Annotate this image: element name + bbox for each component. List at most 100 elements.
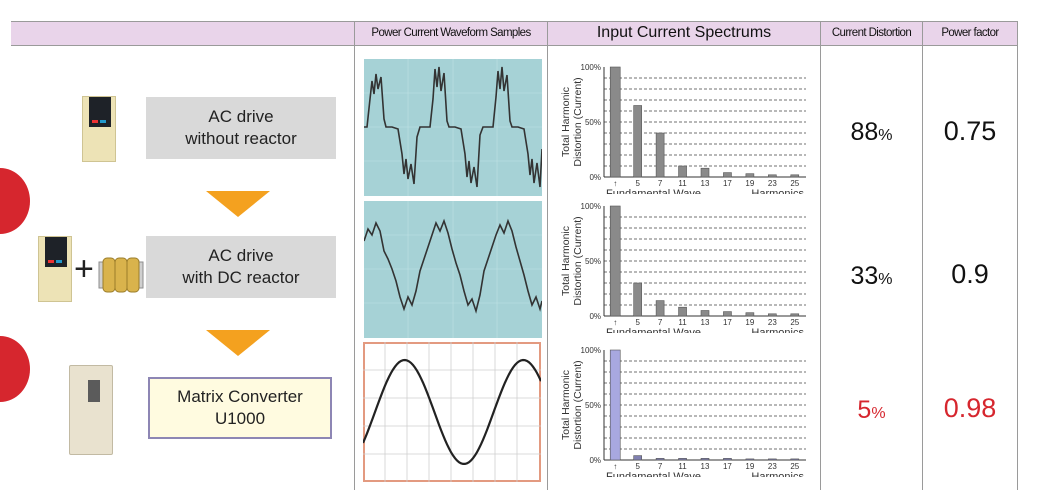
bar <box>700 167 710 178</box>
x-tick-label: 17 <box>723 462 732 471</box>
waveform-matrix-converter <box>363 342 541 482</box>
y-tick-label: 100% <box>581 346 601 355</box>
x-tick-label: ↑ <box>613 179 617 188</box>
x-tick-label: 17 <box>723 318 732 327</box>
red-side-tab <box>0 168 30 234</box>
bar <box>678 458 687 461</box>
y-axis-label: Total Harmonic <box>560 370 572 440</box>
x-tick-label: 19 <box>745 179 754 188</box>
config-line2: U1000 <box>214 409 266 428</box>
x-tick-label: 7 <box>658 179 663 188</box>
y-tick-label: 100% <box>581 202 601 211</box>
x-axis-label-harmonics: Harmonics <box>751 471 804 477</box>
x-tick-label: ↑ <box>613 462 617 471</box>
distortion-unit: % <box>871 405 886 422</box>
current-distortion-value: 5% <box>821 396 922 425</box>
x-tick-label: 7 <box>658 318 663 327</box>
x-axis-label-harmonics: Harmonics <box>751 188 804 194</box>
y-tick-label: 50% <box>585 401 601 410</box>
x-axis-label-fundamental: Fundamental Wave <box>606 188 701 194</box>
column-divider <box>1017 21 1018 490</box>
bar <box>700 458 710 461</box>
y-tick-label: 100% <box>581 63 601 72</box>
matrix-converter-icon <box>69 365 113 455</box>
bar <box>700 310 710 317</box>
x-axis-label-harmonics: Harmonics <box>751 327 804 333</box>
config-box-matrix-converter: Matrix Converter U1000 <box>148 377 332 439</box>
dc-reactor-icon <box>98 257 144 293</box>
bar <box>790 174 800 178</box>
config-line2: without reactor <box>185 129 297 148</box>
bar <box>745 458 755 461</box>
x-tick-label: 25 <box>790 462 799 471</box>
distortion-unit: % <box>878 127 893 144</box>
y-axis-label: Distortion (Current) <box>572 360 584 449</box>
down-arrow-icon <box>206 330 270 356</box>
config-box-ac-drive-without-reactor: AC drive without reactor <box>146 97 336 159</box>
x-tick-label: ↑ <box>613 318 617 327</box>
current-distortion-value: 33% <box>821 262 922 291</box>
bar <box>768 174 777 178</box>
x-axis-label-fundamental: Fundamental Wave <box>606 471 701 477</box>
bar <box>790 458 800 461</box>
table-top-border <box>11 21 1017 22</box>
bar <box>655 300 665 317</box>
bar <box>633 455 642 461</box>
column-divider <box>922 21 923 490</box>
spectrum-chart-without-reactor: Total Harmonic Distortion (Current) 100% 50… <box>560 63 806 194</box>
header-waveform: Power Current Waveform Samples <box>371 27 531 39</box>
down-arrow-icon <box>206 191 270 217</box>
y-tick-label: 0% <box>589 173 601 182</box>
bar <box>609 349 621 461</box>
bar <box>609 66 621 178</box>
y-axis-label: Distortion (Current) <box>572 77 584 166</box>
x-tick-label: 7 <box>658 462 663 471</box>
header-distortion: Current Distortion <box>831 27 912 39</box>
header-power-factor: Power factor <box>941 27 999 39</box>
y-tick-label: 0% <box>589 312 601 321</box>
bar <box>768 313 777 317</box>
x-tick-label: 17 <box>723 179 732 188</box>
x-tick-label: 11 <box>678 462 687 471</box>
current-distortion-value: 88% <box>821 118 922 147</box>
config-line1: Matrix Converter <box>177 387 303 406</box>
header-band <box>11 21 1017 45</box>
waveform-without-reactor <box>364 59 542 196</box>
distortion-number: 33 <box>850 262 879 290</box>
x-tick-label: 11 <box>678 318 687 327</box>
bar <box>609 205 621 317</box>
config-line2: with DC reactor <box>182 268 300 287</box>
x-tick-label: 13 <box>701 462 710 471</box>
ac-drive-icon <box>38 236 72 302</box>
bar <box>633 105 642 178</box>
config-line1: AC drive <box>208 246 274 265</box>
config-box-ac-drive-with-dc-reactor: AC drive with DC reactor <box>146 236 336 298</box>
x-tick-label: 25 <box>790 179 799 188</box>
x-tick-label: 13 <box>701 318 710 327</box>
x-tick-label: 23 <box>768 462 777 471</box>
x-tick-label: 19 <box>745 462 754 471</box>
y-axis-label: Distortion (Current) <box>572 216 584 305</box>
x-tick-label: 23 <box>768 318 777 327</box>
bar <box>745 173 755 178</box>
column-divider <box>820 21 821 490</box>
bar <box>655 132 665 178</box>
column-divider <box>547 21 548 490</box>
x-tick-label: 13 <box>701 179 710 188</box>
bar <box>768 458 777 461</box>
bar <box>745 312 755 317</box>
x-tick-label: 19 <box>745 318 754 327</box>
red-side-tab <box>0 336 30 402</box>
x-axis-label-fundamental: Fundamental Wave <box>606 327 701 333</box>
y-tick-label: 50% <box>585 118 601 127</box>
column-divider <box>354 21 355 490</box>
waveform-with-dc-reactor <box>364 201 542 338</box>
power-factor-value: 0.9 <box>951 259 989 289</box>
bar <box>723 172 732 178</box>
y-axis-label: Total Harmonic <box>560 87 572 157</box>
bar <box>790 313 800 317</box>
x-tick-label: 25 <box>790 318 799 327</box>
bar <box>678 165 687 178</box>
plus-sign: + <box>74 250 94 288</box>
bar <box>678 306 687 317</box>
